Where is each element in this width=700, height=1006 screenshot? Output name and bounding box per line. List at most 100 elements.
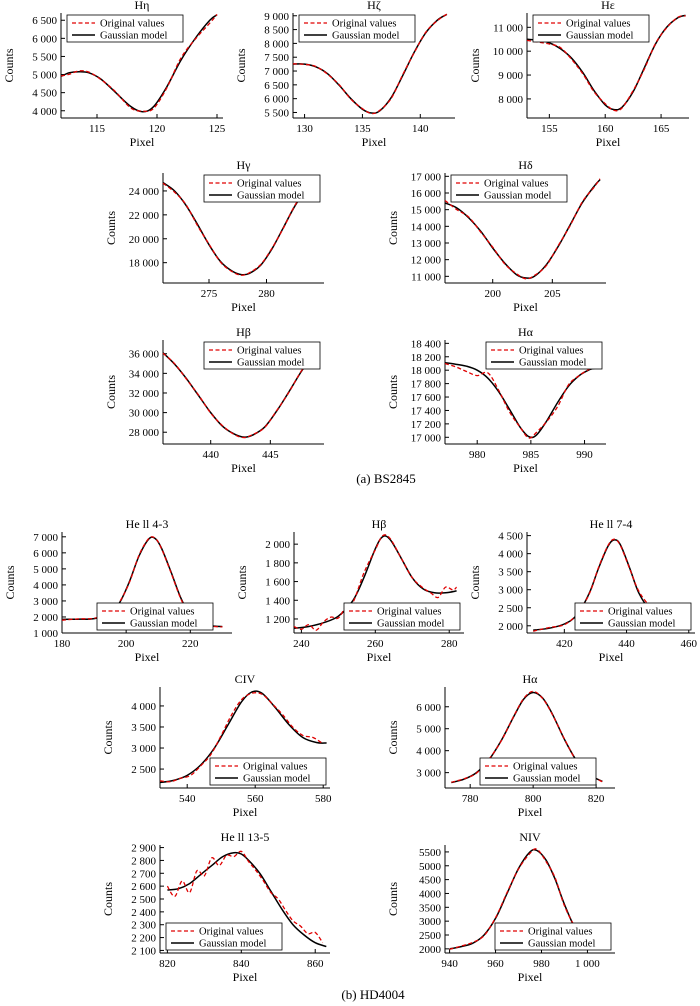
y-tick-label: 4 000	[32, 106, 57, 118]
y-tick-label: 20 000	[129, 234, 160, 246]
legend-model-label: Gaussian model	[528, 939, 595, 950]
y-tick-label: 10 000	[493, 46, 524, 58]
y-tick-label: 36 000	[129, 349, 160, 361]
y-tick-label: 7 000	[33, 532, 58, 544]
panel-title: Hα	[518, 325, 534, 339]
x-axis-label: Pixel	[231, 461, 256, 475]
y-tick-label: 32 000	[129, 388, 160, 400]
y-tick-label: 9 000	[498, 70, 523, 82]
y-axis-label: Counts	[386, 375, 400, 409]
y-tick-label: 2 700	[131, 868, 156, 880]
x-tick-label: 1 000	[575, 958, 600, 970]
legend-original-label: Original values	[332, 19, 396, 30]
panel-13: NIV 940 960 980 1 000 2000 2500 3000 3500 4000450…	[386, 830, 615, 984]
x-tick-label: 200	[484, 288, 501, 300]
y-tick-label: 2 200	[131, 933, 156, 945]
x-tick-label: 180	[54, 638, 71, 650]
series-original-values	[293, 534, 458, 631]
x-tick-label: 440	[618, 638, 635, 650]
y-tick-label: 24 000	[129, 186, 160, 198]
legend-model-label: Gaussian model	[519, 358, 586, 369]
y-tick-label: 5 500	[264, 107, 289, 119]
x-tick-label: 420	[556, 638, 573, 650]
x-axis-label: Pixel	[518, 805, 543, 819]
y-tick-label: 11 000	[411, 271, 441, 283]
panel-title: Hβ	[236, 325, 251, 339]
series-original-values	[60, 13, 218, 113]
legend-box	[96, 602, 214, 631]
y-tick-label: 1 800	[265, 558, 290, 570]
y-tick-label: 4000	[419, 888, 442, 900]
panel-title: NIV	[519, 830, 541, 844]
y-tick-label: 2 000	[33, 612, 58, 624]
y-tick-label: 5 000	[32, 70, 57, 82]
legend-box	[203, 174, 321, 203]
y-tick-label: 4 500	[498, 531, 523, 543]
y-tick-label: 2 500	[131, 894, 156, 906]
y-tick-label: 5 000	[33, 564, 58, 576]
x-tick-label: 440	[202, 449, 219, 461]
x-axis-label: Pixel	[599, 650, 624, 664]
y-axis-label: Counts	[468, 48, 482, 82]
x-axis-label: Pixel	[518, 970, 543, 984]
y-tick-label: 6 000	[32, 33, 57, 45]
x-tick-label: 940	[441, 958, 458, 970]
x-tick-label: 960	[487, 958, 504, 970]
y-tick-label: 4 000	[131, 701, 156, 713]
x-tick-label: 165	[653, 123, 670, 135]
panel-5: Hβ 440 445 28 000 30 000 32 000 34 000 36 000 Pi…	[104, 325, 324, 475]
y-tick-label: 8 000	[264, 38, 289, 50]
y-axis-label: Counts	[101, 720, 115, 754]
legend-box	[494, 922, 612, 951]
y-tick-label: 2500	[419, 930, 442, 942]
x-tick-label: 280	[258, 288, 275, 300]
y-axis-label: Counts	[386, 720, 400, 754]
y-axis-label: Counts	[234, 48, 248, 82]
y-tick-label: 2000	[419, 944, 442, 956]
x-tick-label: 445	[262, 449, 279, 461]
y-axis-label: Counts	[386, 882, 400, 916]
legend-model-label: Gaussian model	[130, 619, 197, 630]
y-tick-label: 15 000	[411, 205, 442, 217]
y-tick-label: 9 000	[264, 11, 289, 23]
panel-title: Hβ	[372, 517, 387, 531]
x-tick-label: 275	[201, 288, 218, 300]
legend-original-label: Original values	[566, 19, 630, 30]
x-tick-label: 460	[681, 638, 698, 650]
legend-box	[203, 341, 321, 370]
y-tick-label: 3 500	[498, 567, 523, 579]
y-tick-label: 11 000	[493, 22, 523, 34]
legend-box	[298, 14, 416, 43]
y-tick-label: 3000	[419, 916, 442, 928]
legend-original-label: Original values	[519, 346, 583, 357]
legend-original-label: Original values	[243, 762, 307, 773]
x-axis-label: Pixel	[513, 300, 538, 314]
y-tick-label: 17 000	[411, 171, 442, 183]
legend-model-label: Gaussian model	[100, 31, 167, 42]
legend-original-label: Original values	[237, 346, 301, 357]
x-axis-label: Pixel	[135, 650, 160, 664]
y-tick-label: 2 600	[131, 881, 156, 893]
y-tick-label: 17 800	[411, 379, 442, 391]
y-tick-label: 4 000	[33, 580, 58, 592]
x-axis-label: Pixel	[596, 135, 621, 149]
y-tick-label: 17 200	[411, 419, 442, 431]
series-original-values	[526, 15, 686, 112]
x-tick-label: 200	[118, 638, 135, 650]
panel-title: He ll 7-4	[590, 517, 633, 531]
y-tick-label: 6 000	[264, 94, 289, 106]
x-tick-label: 860	[307, 958, 324, 970]
series-original-values	[166, 850, 324, 944]
x-tick-label: 580	[315, 793, 332, 805]
x-tick-label: 120	[149, 123, 166, 135]
y-tick-label: 1 200	[265, 614, 290, 626]
panel-title: CIV	[235, 672, 256, 686]
